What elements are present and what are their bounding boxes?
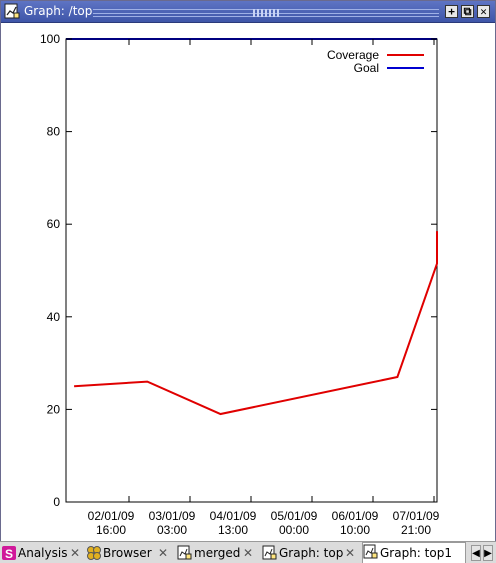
y-tick-label: 80	[47, 125, 61, 139]
y-tick-label: 20	[47, 402, 61, 416]
graph-icon	[262, 545, 278, 561]
x-tick-label-date: 02/01/09	[88, 509, 135, 523]
plot-area: 0 20 40 60 80 100 02/01/09 16:00 03/01/09 03:00 04…	[1, 24, 495, 541]
tab-bar: S Analysis ✕ Browser ✕ merged ✕ Graph: t…	[0, 541, 496, 563]
svg-text:S: S	[5, 547, 13, 561]
series-line-coverage	[74, 231, 438, 416]
restore-button[interactable]: ⧉	[461, 5, 474, 18]
drag-handle-icon[interactable]	[253, 9, 281, 17]
browser-icon	[86, 545, 102, 561]
tab-label: Graph: top	[279, 546, 344, 560]
x-tick-label-date: 04/01/09	[210, 509, 257, 523]
titlebar-grip[interactable]	[93, 9, 439, 17]
maximize-button[interactable]: +	[445, 5, 458, 18]
graph-icon	[4, 3, 20, 19]
window-titlebar[interactable]: Graph: /top + ⧉ ✕	[1, 1, 495, 23]
x-tick-label-time: 21:00	[401, 523, 431, 537]
tab-graph-top[interactable]: Graph: top ✕	[262, 544, 358, 563]
legend-label-goal: Goal	[354, 61, 379, 75]
tab-graph-top1[interactable]: Graph: top1	[362, 542, 466, 563]
x-tick-label-date: 06/01/09	[332, 509, 379, 523]
legend-label-coverage: Coverage	[327, 48, 379, 62]
window-title: Graph: /top	[24, 4, 93, 18]
tab-label: Browser	[103, 546, 152, 560]
tab-scroll-right-button[interactable]: ▶	[483, 545, 493, 561]
close-tab-icon[interactable]: ✕	[345, 546, 356, 560]
x-tick-label-time: 10:00	[340, 523, 370, 537]
tab-scroll-left-button[interactable]: ◀	[471, 545, 481, 561]
y-tick-label: 0	[53, 495, 60, 509]
x-tick-label-time: 00:00	[279, 523, 309, 537]
close-tab-icon[interactable]: ✕	[70, 546, 81, 560]
x-tick-label-date: 07/01/09	[393, 509, 440, 523]
x-tick-label-time: 13:00	[218, 523, 248, 537]
x-tick-label-time: 16:00	[96, 523, 126, 537]
close-tab-icon[interactable]: ✕	[243, 546, 254, 560]
graph-icon	[363, 544, 379, 560]
tab-browser[interactable]: Browser ✕	[86, 544, 172, 563]
graph-icon	[177, 545, 193, 561]
close-tab-icon[interactable]: ✕	[158, 546, 169, 560]
tab-merged[interactable]: merged ✕	[177, 544, 257, 563]
tab-label: Analysis	[18, 546, 68, 560]
y-tick-label: 40	[47, 310, 61, 324]
analysis-icon: S	[1, 545, 17, 561]
graph-window: Graph: /top + ⧉ ✕ 0 20 40 60 80 100 02/01/09 16…	[0, 0, 496, 541]
tab-label: Graph: top1	[380, 546, 452, 560]
tab-label: merged	[194, 546, 241, 560]
y-tick-label: 60	[47, 217, 61, 231]
x-tick-label-date: 03/01/09	[149, 509, 196, 523]
close-button[interactable]: ✕	[477, 5, 490, 18]
plot-frame	[65, 38, 438, 503]
tab-analysis[interactable]: S Analysis ✕	[1, 544, 83, 563]
x-tick-label-date: 05/01/09	[271, 509, 318, 523]
x-tick-label-time: 03:00	[157, 523, 187, 537]
y-tick-label: 100	[40, 32, 60, 46]
